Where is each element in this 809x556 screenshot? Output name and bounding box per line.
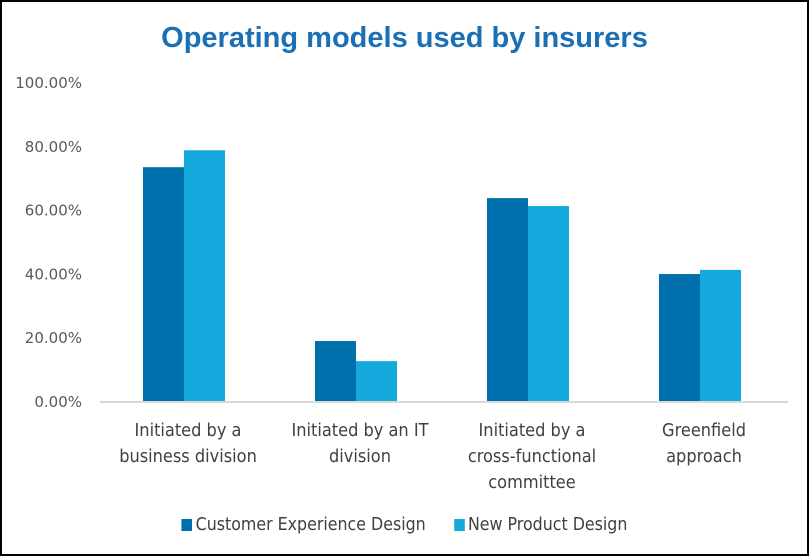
bar-customer-experience-3: [659, 274, 700, 401]
y-tick-label: 20.00%: [25, 329, 82, 347]
legend-label: New Product Design: [467, 514, 628, 535]
y-tick-label: 0.00%: [34, 393, 82, 411]
bars: [143, 150, 741, 401]
x-tick-label-line: business division: [119, 446, 257, 467]
y-axis-ticks: 0.00% 20.00% 40.00% 60.00% 80.00% 100.00%: [15, 74, 82, 411]
legend-label: Customer Experience Design: [195, 514, 426, 535]
y-tick-label: 60.00%: [25, 202, 82, 220]
bar-new-product-3: [700, 269, 741, 401]
legend-item-customer-experience: Customer Experience Design: [181, 514, 426, 535]
bar-customer-experience-1: [315, 341, 356, 401]
x-axis-labels: Initiated by a business divisionInitiated…: [119, 420, 746, 493]
chart-title: Operating models used by insurers: [161, 22, 648, 54]
bar-customer-experience-2: [487, 198, 528, 401]
legend: Customer Experience Design New Product D…: [50, 514, 758, 535]
bar-new-product-2: [528, 206, 569, 401]
x-tick-label-line: committee: [488, 472, 575, 493]
x-tick-label-line: approach: [666, 446, 742, 467]
x-tick-label: Initiated by a business division: [119, 420, 257, 467]
x-tick-label: Greenfield approach: [662, 420, 746, 467]
legend-swatch: [453, 518, 465, 531]
legend-swatch: [181, 518, 193, 531]
x-tick-label-line: Initiated by a: [135, 420, 242, 441]
y-tick-label: 80.00%: [25, 138, 82, 156]
bar-new-product-1: [356, 361, 397, 401]
y-tick-label: 40.00%: [25, 265, 82, 283]
legend-item-new-product: New Product Design: [453, 514, 628, 535]
x-tick-label-line: Initiated by a: [479, 420, 586, 441]
bar-new-product-0: [184, 150, 225, 401]
x-tick-label-line: Initiated by an IT: [291, 420, 429, 441]
x-tick-label: Initiated by an IT division: [291, 420, 429, 467]
bar-customer-experience-0: [143, 167, 184, 401]
y-tick-label: 100.00%: [15, 74, 82, 92]
x-tick-label-line: Greenfield: [662, 420, 746, 441]
x-tick-label-line: division: [329, 446, 391, 467]
x-tick-label-line: cross-functional: [468, 446, 596, 467]
x-tick-label: Initiated by a cross-functional committee: [468, 420, 596, 493]
